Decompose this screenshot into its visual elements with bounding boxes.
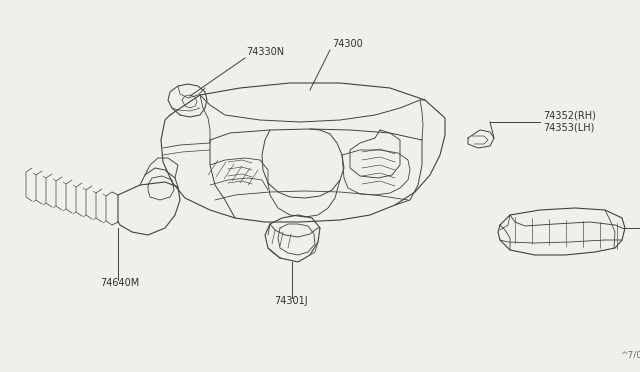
Text: 74353(LH): 74353(LH) [543, 123, 595, 133]
Text: 74330N: 74330N [246, 47, 284, 57]
Text: 74301J: 74301J [274, 296, 308, 306]
Text: 74640M: 74640M [100, 278, 140, 288]
Text: 74352(RH): 74352(RH) [543, 110, 596, 120]
Text: ^7/0*0.63: ^7/0*0.63 [620, 351, 640, 360]
Text: 74300: 74300 [332, 39, 363, 49]
